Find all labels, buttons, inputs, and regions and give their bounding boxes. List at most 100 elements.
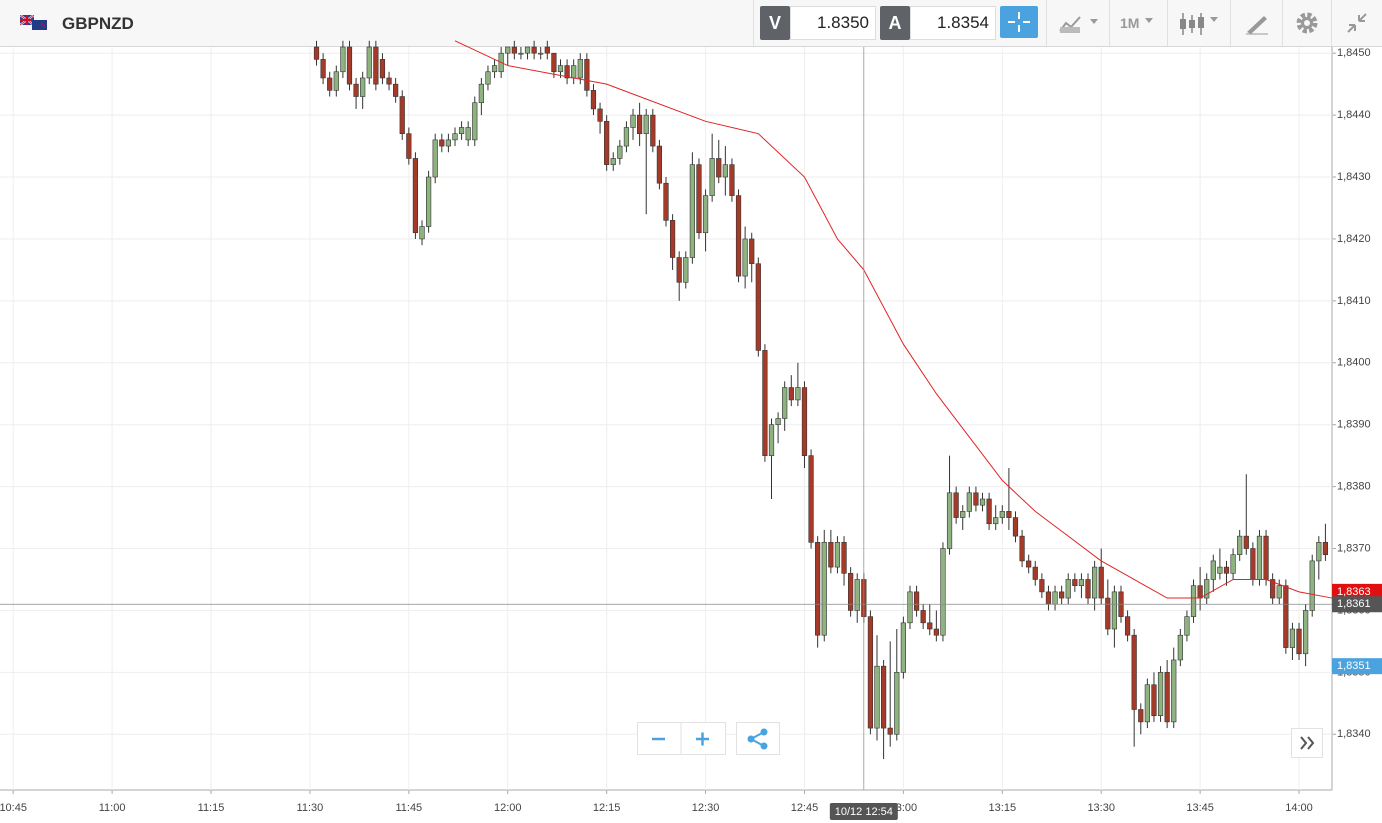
x-tick-label: 12:15: [593, 802, 621, 814]
y-tick-label: 1,8440: [1337, 109, 1371, 121]
y-tick-label: 1,8400: [1337, 357, 1371, 369]
candle-body: [1111, 591, 1118, 630]
crosshair-button[interactable]: [1000, 6, 1038, 38]
y-tick-label: 1,8430: [1337, 171, 1371, 183]
candle-body: [1032, 566, 1038, 580]
crosshair-time-box: [829, 803, 898, 820]
candle-body: [1019, 535, 1025, 562]
candle-body: [1190, 585, 1197, 617]
candle-body: [828, 542, 834, 568]
timeframe[interactable]: 1M: [1120, 15, 1140, 31]
y-tick-label: 1,8390: [1337, 419, 1371, 431]
candle-body: [1105, 597, 1111, 630]
candle-body: [1204, 579, 1210, 599]
draw-button[interactable]: [1244, 12, 1270, 36]
separator: [1046, 0, 1047, 46]
candle-body: [953, 492, 959, 518]
settings-button[interactable]: [1295, 11, 1319, 35]
separator: [1230, 0, 1231, 46]
candle-body: [1243, 535, 1249, 549]
candle-body: [696, 164, 702, 234]
price-tag: [1332, 583, 1382, 600]
x-tick-label: 11:30: [297, 802, 324, 814]
candle-body: [445, 139, 452, 147]
candle-body: [571, 65, 577, 79]
candle-body: [1276, 585, 1282, 599]
candle-body: [788, 387, 794, 401]
candle-body: [1322, 542, 1329, 556]
candle-body: [340, 46, 346, 73]
scroll-right-button[interactable]: [1291, 728, 1323, 758]
x-tick-label: 12:45: [791, 802, 819, 814]
candle-body: [716, 158, 722, 178]
candle-body: [313, 46, 320, 60]
candle-body: [1256, 535, 1263, 580]
price-tag-label: 1,8363: [1337, 586, 1371, 598]
ask-label[interactable]: A: [880, 6, 910, 40]
candle-body: [960, 511, 966, 518]
ask-price[interactable]: 1.8354: [910, 6, 996, 40]
candle-body: [848, 572, 854, 611]
candle-body: [1157, 672, 1164, 717]
candle-body: [782, 387, 788, 419]
candle-body: [749, 238, 755, 265]
candle-body: [1171, 659, 1177, 723]
candle-body: [518, 52, 524, 55]
candle-body: [439, 139, 445, 147]
x-tick-label: 13:30: [1087, 802, 1115, 814]
y-tick-label: 1,8370: [1337, 542, 1371, 554]
candle-body: [630, 114, 636, 128]
candle-body: [452, 133, 458, 141]
candle-body: [841, 542, 847, 574]
candle-body: [557, 65, 564, 73]
chart-type-button[interactable]: [1058, 13, 1102, 35]
candle-body: [333, 71, 339, 91]
candle-body: [676, 257, 682, 283]
candle-body: [637, 114, 643, 134]
share-button[interactable]: [736, 722, 780, 755]
bid-price[interactable]: 1.8350: [790, 6, 876, 40]
bid-label[interactable]: V: [760, 6, 790, 40]
candle-body: [1217, 566, 1223, 574]
candle-body: [1078, 579, 1085, 586]
x-tick-label: 11:00: [99, 802, 126, 814]
candle-body: [1026, 560, 1032, 568]
candle-body: [689, 164, 695, 258]
candle-body: [399, 96, 405, 134]
candle-body: [564, 65, 570, 79]
candle-body: [986, 498, 992, 525]
y-tick-label: 1,8450: [1337, 47, 1371, 59]
zoom-in-button[interactable]: [696, 732, 709, 746]
candle-body: [887, 727, 893, 735]
candle-body: [511, 46, 517, 54]
candle-body: [610, 158, 616, 165]
x-tick-label: 13:45: [1186, 802, 1214, 814]
candle-body: [531, 46, 537, 54]
candle-body: [491, 65, 498, 73]
candle-body: [1012, 517, 1019, 537]
candle-style-button[interactable]: [1178, 11, 1222, 37]
candle-body: [867, 616, 874, 729]
candle-body: [1309, 560, 1315, 611]
candle-body: [656, 145, 663, 184]
candle-body: [801, 387, 808, 456]
price-tag-label: 1,8351: [1337, 660, 1371, 672]
candle-body: [973, 492, 979, 506]
x-tick-label: 12:30: [692, 802, 720, 814]
zoom-controls: [637, 722, 780, 755]
candle-body: [432, 139, 438, 178]
flag-icon: [20, 15, 47, 30]
candle-body: [538, 52, 544, 55]
candle-body: [834, 542, 841, 568]
collapse-button[interactable]: [1345, 11, 1369, 35]
candle-body: [320, 59, 326, 79]
candle-body: [458, 127, 465, 134]
candle-body: [1184, 616, 1190, 636]
candle-body: [643, 114, 649, 134]
candle-body: [1039, 579, 1045, 593]
candle-body: [544, 46, 550, 54]
candle-body: [1296, 628, 1302, 655]
price-tag: [1332, 658, 1382, 675]
separator: [753, 0, 754, 46]
